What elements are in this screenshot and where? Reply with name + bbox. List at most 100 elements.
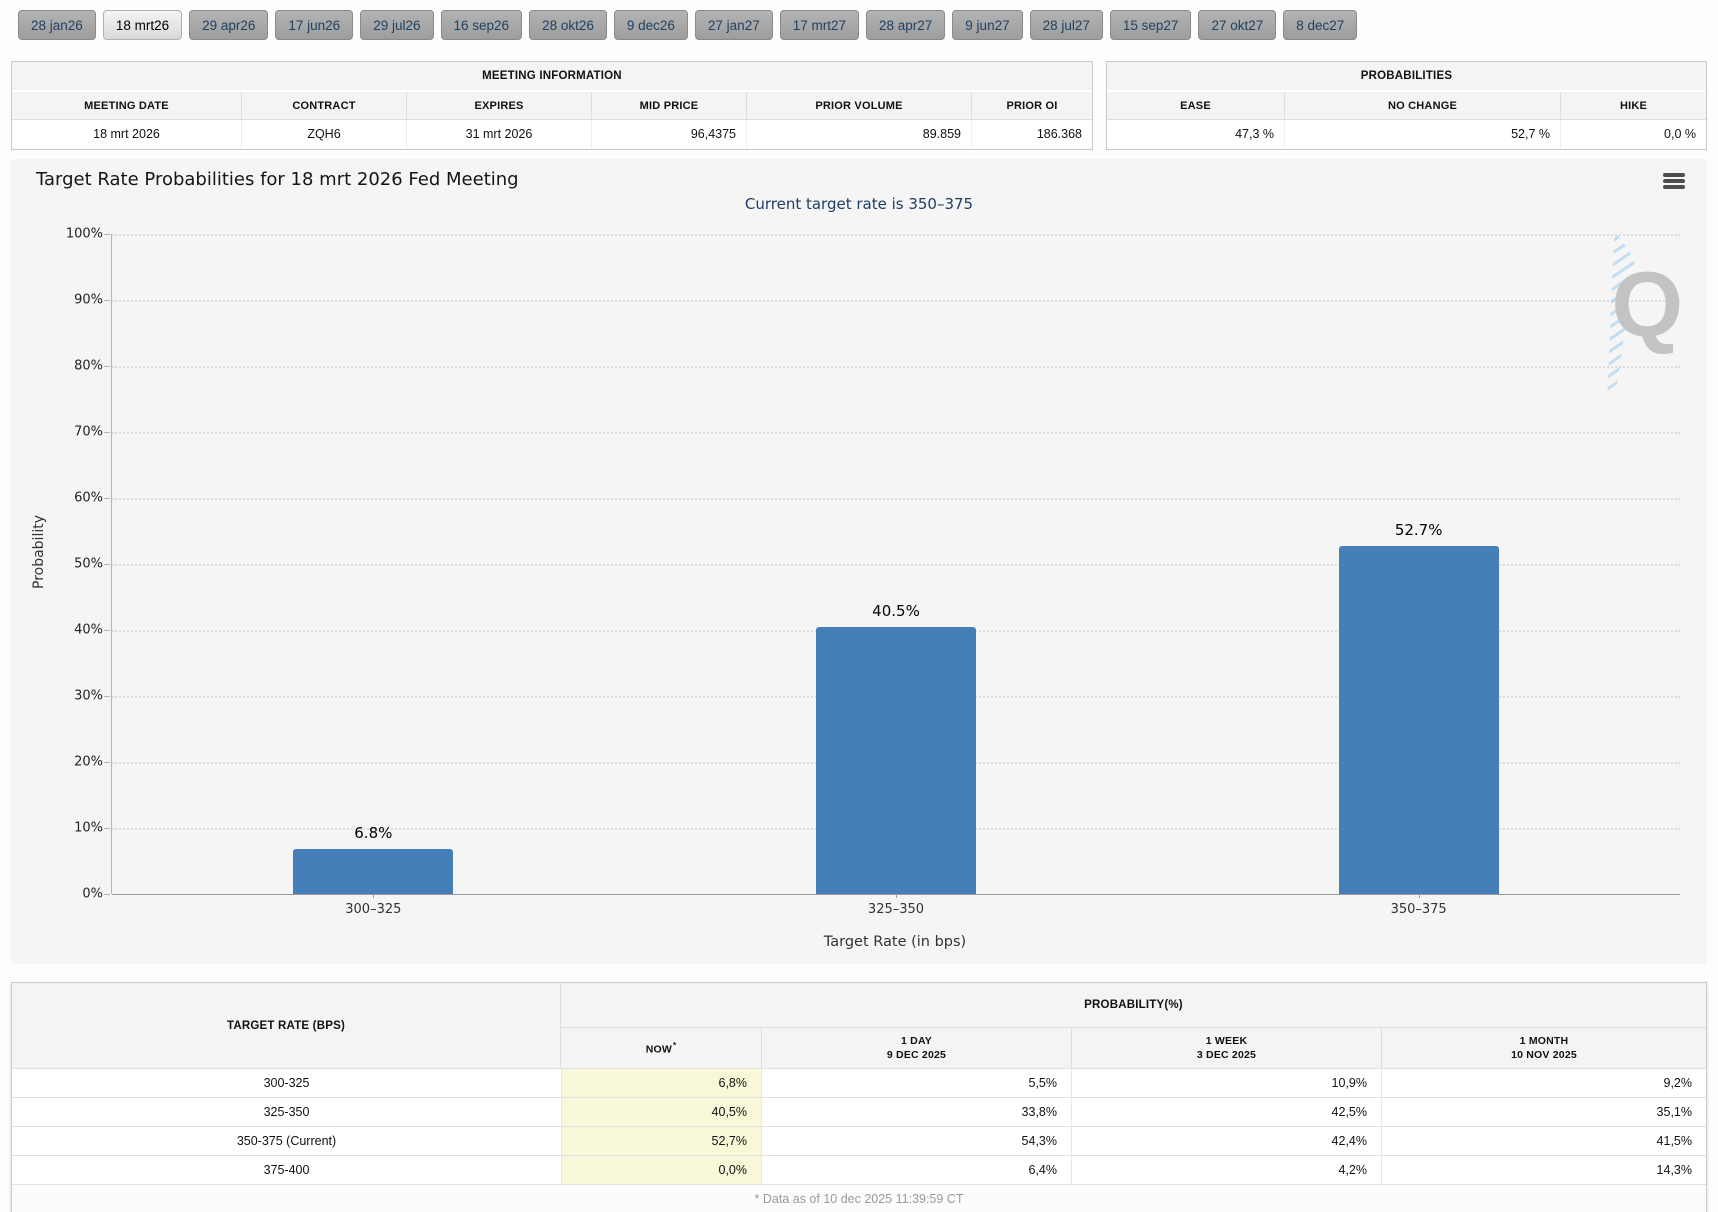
subheader-1-day: 1 DAY 9 DEC 2025 (761, 1027, 1071, 1068)
tab-17-jun26[interactable]: 17 jun26 (275, 10, 354, 40)
value-cell: 4,2% (1071, 1156, 1381, 1184)
now-value-cell: 40,5% (561, 1098, 761, 1126)
meeting-value-mid-price: 96,4375 (592, 120, 747, 149)
y-tick-mark-80 (104, 366, 110, 367)
tab-9-dec26[interactable]: 9 dec26 (613, 10, 688, 40)
value-cell: 33,8% (761, 1098, 1071, 1126)
chart-title: Target Rate Probabilities for 18 mrt 202… (36, 169, 519, 190)
value-cell: 6,4% (761, 1156, 1071, 1184)
subheader-now: NOW* (561, 1027, 761, 1068)
x-tick-label-350–375: 350–375 (1390, 902, 1447, 917)
tab-29-jul26[interactable]: 29 jul26 (360, 10, 434, 40)
subheader-1-month: 1 MONTH 10 NOV 2025 (1381, 1027, 1706, 1068)
rate-cell: 375-400 (12, 1156, 561, 1184)
y-tick-mark-30 (104, 696, 110, 697)
y-tick-mark-0 (104, 894, 110, 895)
probability-group-block: PROBABILITY(%) NOW* 1 DAY 9 DEC 2025 1 WEEK… (561, 983, 1706, 1068)
y-tick-mark-60 (104, 498, 110, 499)
tab-29-apr26[interactable]: 29 apr26 (189, 10, 269, 40)
rate-cell: 325-350 (12, 1098, 561, 1126)
tab-18-mrt26[interactable]: 18 mrt26 (102, 10, 183, 40)
subheader-line2: 3 DEC 2025 (1196, 1049, 1257, 1061)
meeting-header-mid-price: MID PRICE (592, 92, 747, 120)
now-value-cell: 6,8% (561, 1069, 761, 1097)
value-cell: 10,9% (1071, 1069, 1381, 1097)
subheader-line1: 1 WEEK (1205, 1035, 1248, 1047)
tab-16-sep26[interactable]: 16 sep26 (440, 10, 523, 40)
y-tick-label-30: 30% (74, 688, 103, 704)
subheader-line2: 10 NOV 2025 (1511, 1049, 1577, 1061)
chart-subtitle: Current target rate is 350–375 (744, 195, 974, 213)
bar-value-label-350–375: 52.7% (1394, 521, 1443, 540)
prob-value-hike: 0,0 % (1561, 120, 1706, 149)
bar-325–350[interactable] (816, 626, 976, 894)
bar-350–375[interactable] (1338, 546, 1499, 894)
bar-300–325[interactable] (293, 849, 454, 894)
value-cell: 9,2% (1381, 1069, 1706, 1097)
table-row-325-350: 325-350 40,5% 33,8% 42,5% 35,1% (12, 1097, 1706, 1126)
y-tick-mark-40 (104, 630, 110, 631)
meeting-value-contract: ZQH6 (242, 120, 407, 149)
table-row-350-375-current-: 350-375 (Current) 52,7% 54,3% 42,4% 41,5% (12, 1126, 1706, 1155)
value-cell: 14,3% (1381, 1156, 1706, 1184)
prob-header-ease: EASE (1107, 92, 1285, 120)
y-tick-label-100: 100% (65, 226, 103, 242)
table-row-300-325: 300-325 6,8% 5,5% 10,9% 9,2% (12, 1068, 1706, 1097)
rate-cell: 350-375 (Current) (12, 1127, 561, 1155)
hamburger-icon[interactable] (1663, 173, 1685, 189)
probabilities-headers: EASE NO CHANGE HIKE (1107, 92, 1706, 120)
subheader-line1: NOW* (645, 1041, 677, 1056)
tab-28-jul27[interactable]: 28 jul27 (1029, 10, 1103, 40)
y-tick-label-90: 90% (74, 292, 103, 308)
probability-group-header: PROBABILITY(%) (561, 983, 1706, 1027)
tab-8-dec27[interactable]: 8 dec27 (1283, 10, 1358, 40)
meeting-value-prior-oi: 186.368 (972, 120, 1092, 149)
y-tick-label-0: 0% (82, 886, 103, 902)
gridline-50 (112, 564, 1680, 566)
subheader-line2: 9 DEC 2025 (886, 1049, 947, 1061)
table-row-375-400: 375-400 0,0% 6,4% 4,2% 14,3% (12, 1155, 1706, 1184)
meeting-header-meeting-date: MEETING DATE (12, 92, 242, 120)
tab-28-apr27[interactable]: 28 apr27 (866, 10, 946, 40)
meeting-value-prior-volume: 89.859 (747, 120, 972, 149)
value-cell: 54,3% (761, 1127, 1071, 1155)
target-rate-bps-header: TARGET RATE (BPS) (12, 983, 561, 1068)
subheader-1-week: 1 WEEK 3 DEC 2025 (1071, 1027, 1381, 1068)
meeting-information-table: MEETING INFORMATION MEETING DATE CONTRACT… (11, 61, 1093, 150)
meeting-tab-bar: 28 jan26 18 mrt26 29 apr26 17 jun26 29 jul26… (0, 0, 1718, 40)
tab-28-okt26[interactable]: 28 okt26 (529, 10, 607, 40)
tab-17-mrt27[interactable]: 17 mrt27 (779, 10, 859, 40)
prob-header-no-change: NO CHANGE (1285, 92, 1561, 120)
target-rate-chart-panel: Target Rate Probabilities for 18 mrt 202… (11, 159, 1707, 964)
now-value-cell: 52,7% (561, 1127, 761, 1155)
y-tick-mark-70 (104, 432, 110, 433)
y-tick-label-10: 10% (74, 820, 103, 836)
tab-15-sep27[interactable]: 15 sep27 (1109, 10, 1192, 40)
value-cell: 42,5% (1071, 1098, 1381, 1126)
tab-9-jun27[interactable]: 9 jun27 (952, 10, 1023, 40)
probability-history-rows: 300-325 6,8% 5,5% 10,9% 9,2% 325-350 40,5% 33,8… (12, 1068, 1706, 1184)
top-summary-tables: MEETING INFORMATION MEETING DATE CONTRACT… (11, 61, 1707, 150)
meeting-header-prior-oi: PRIOR OI (972, 92, 1092, 120)
x-tick-mark-300–325 (373, 894, 375, 898)
tab-28-jan26[interactable]: 28 jan26 (18, 10, 96, 40)
gridline-100 (112, 234, 1680, 236)
y-tick-mark-20 (104, 762, 110, 763)
y-tick-label-80: 80% (74, 358, 103, 374)
plot-area: 6.8% 300–325 40.5% 325–350 52.7% 350–375 (111, 234, 1680, 917)
tab-27-jan27[interactable]: 27 jan27 (694, 10, 773, 40)
bar-value-label-325–350: 40.5% (872, 601, 920, 620)
meeting-information-values: 18 mrt 2026 ZQH6 31 mrt 2026 96,4375 89.859 1… (12, 120, 1092, 149)
meeting-information-headers: MEETING DATE CONTRACT EXPIRES MID PRICE PRIO… (12, 92, 1092, 120)
y-tick-label-50: 50% (74, 556, 103, 572)
meeting-header-contract: CONTRACT (242, 92, 407, 120)
y-tick-label-70: 70% (74, 424, 103, 440)
meeting-value-meeting-date: 18 mrt 2026 (12, 120, 242, 149)
y-axis-labels: 0% 10% 20% 30% 40% 50% 60% 70% 80% 90% 100% (11, 227, 110, 902)
subheader-line1: 1 MONTH (1519, 1035, 1569, 1047)
x-axis-title: Target Rate (in bps) (823, 934, 967, 950)
value-cell: 41,5% (1381, 1127, 1706, 1155)
meeting-header-prior-volume: PRIOR VOLUME (747, 92, 972, 120)
tab-27-okt27[interactable]: 27 okt27 (1198, 10, 1277, 40)
